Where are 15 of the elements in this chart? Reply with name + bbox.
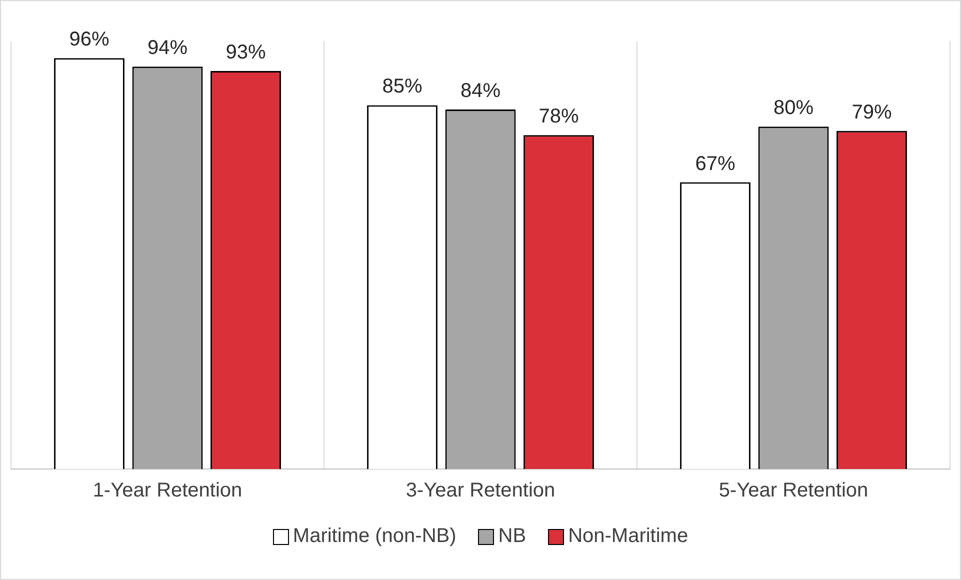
x-tick-label: 5-Year Retention xyxy=(718,480,868,502)
data-label: 80% xyxy=(773,97,814,120)
data-label: 94% xyxy=(147,37,188,60)
data-label: 85% xyxy=(382,76,422,98)
data-label: 84% xyxy=(460,80,501,102)
x-tick-label: 1-Year Retention xyxy=(92,480,242,502)
x-tick-label: 3-Year Retention xyxy=(406,480,556,502)
legend-label: NB xyxy=(498,525,526,548)
data-label: 67% xyxy=(695,152,736,175)
text: Maritime (non-NB) xyxy=(292,525,456,548)
legend-label: Non-Maritime xyxy=(568,525,688,548)
data-label: 79% xyxy=(852,101,892,124)
data-label: 78% xyxy=(538,106,579,128)
data-label: 96% xyxy=(69,28,110,51)
data-label: 93% xyxy=(226,41,266,64)
